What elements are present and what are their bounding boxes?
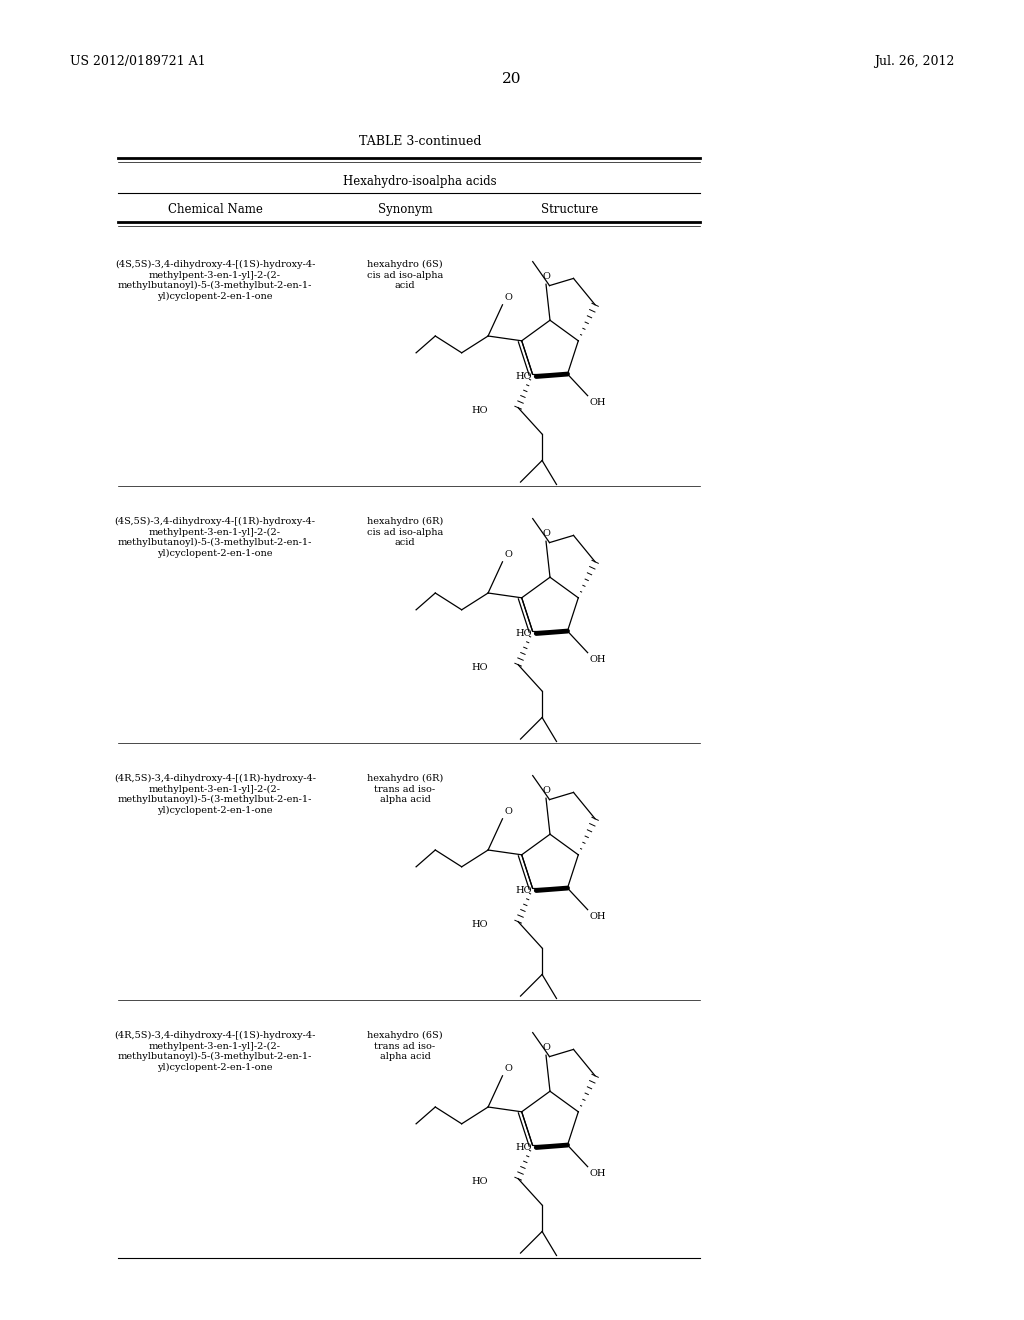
- Text: O: O: [505, 1064, 512, 1073]
- Text: (4R,5S)-3,4-dihydroxy-4-[(1S)-hydroxy-4-
methylpent-3-en-1-yl]-2-(2-
methylbutan: (4R,5S)-3,4-dihydroxy-4-[(1S)-hydroxy-4-…: [115, 1031, 315, 1072]
- Text: US 2012/0189721 A1: US 2012/0189721 A1: [70, 55, 206, 69]
- Text: O: O: [505, 807, 512, 816]
- Text: hexahydro (6R)
cis ad iso-alpha
acid: hexahydro (6R) cis ad iso-alpha acid: [367, 517, 443, 546]
- Text: O: O: [542, 272, 550, 281]
- Text: HO: HO: [471, 663, 487, 672]
- Text: (4S,5S)-3,4-dihydroxy-4-[(1R)-hydroxy-4-
methylpent-3-en-1-yl]-2-(2-
methylbutan: (4S,5S)-3,4-dihydroxy-4-[(1R)-hydroxy-4-…: [115, 517, 315, 558]
- Text: Hexahydro-isoalpha acids: Hexahydro-isoalpha acids: [343, 176, 497, 187]
- Text: O: O: [505, 293, 512, 302]
- Text: (4R,5S)-3,4-dihydroxy-4-[(1R)-hydroxy-4-
methylpent-3-en-1-yl]-2-(2-
methylbutan: (4R,5S)-3,4-dihydroxy-4-[(1R)-hydroxy-4-…: [114, 774, 316, 814]
- Text: 20: 20: [502, 73, 522, 86]
- Text: HO: HO: [471, 1176, 487, 1185]
- Text: HO: HO: [471, 920, 487, 928]
- Text: HO: HO: [471, 405, 487, 414]
- Text: HO: HO: [516, 886, 532, 895]
- Text: O: O: [542, 529, 550, 539]
- Text: hexahydro (6S)
cis ad iso-alpha
acid: hexahydro (6S) cis ad iso-alpha acid: [367, 260, 443, 290]
- Text: Synonym: Synonym: [378, 203, 432, 216]
- Text: (4S,5S)-3,4-dihydroxy-4-[(1S)-hydroxy-4-
methylpent-3-en-1-yl]-2-(2-
methylbutan: (4S,5S)-3,4-dihydroxy-4-[(1S)-hydroxy-4-…: [115, 260, 315, 301]
- Text: Chemical Name: Chemical Name: [168, 203, 262, 216]
- Text: HO: HO: [516, 628, 532, 638]
- Text: Structure: Structure: [542, 203, 599, 216]
- Text: hexahydro (6R)
trans ad iso-
alpha acid: hexahydro (6R) trans ad iso- alpha acid: [367, 774, 443, 804]
- Text: O: O: [542, 787, 550, 795]
- Text: HO: HO: [516, 1143, 532, 1152]
- Text: O: O: [542, 1043, 550, 1052]
- Text: OH: OH: [590, 655, 606, 664]
- Text: Jul. 26, 2012: Jul. 26, 2012: [873, 55, 954, 69]
- Text: TABLE 3-continued: TABLE 3-continued: [358, 135, 481, 148]
- Text: OH: OH: [590, 912, 606, 920]
- Text: hexahydro (6S)
trans ad iso-
alpha acid: hexahydro (6S) trans ad iso- alpha acid: [368, 1031, 442, 1061]
- Text: O: O: [505, 550, 512, 558]
- Text: OH: OH: [590, 397, 606, 407]
- Text: OH: OH: [590, 1168, 606, 1177]
- Text: HO: HO: [516, 372, 532, 381]
